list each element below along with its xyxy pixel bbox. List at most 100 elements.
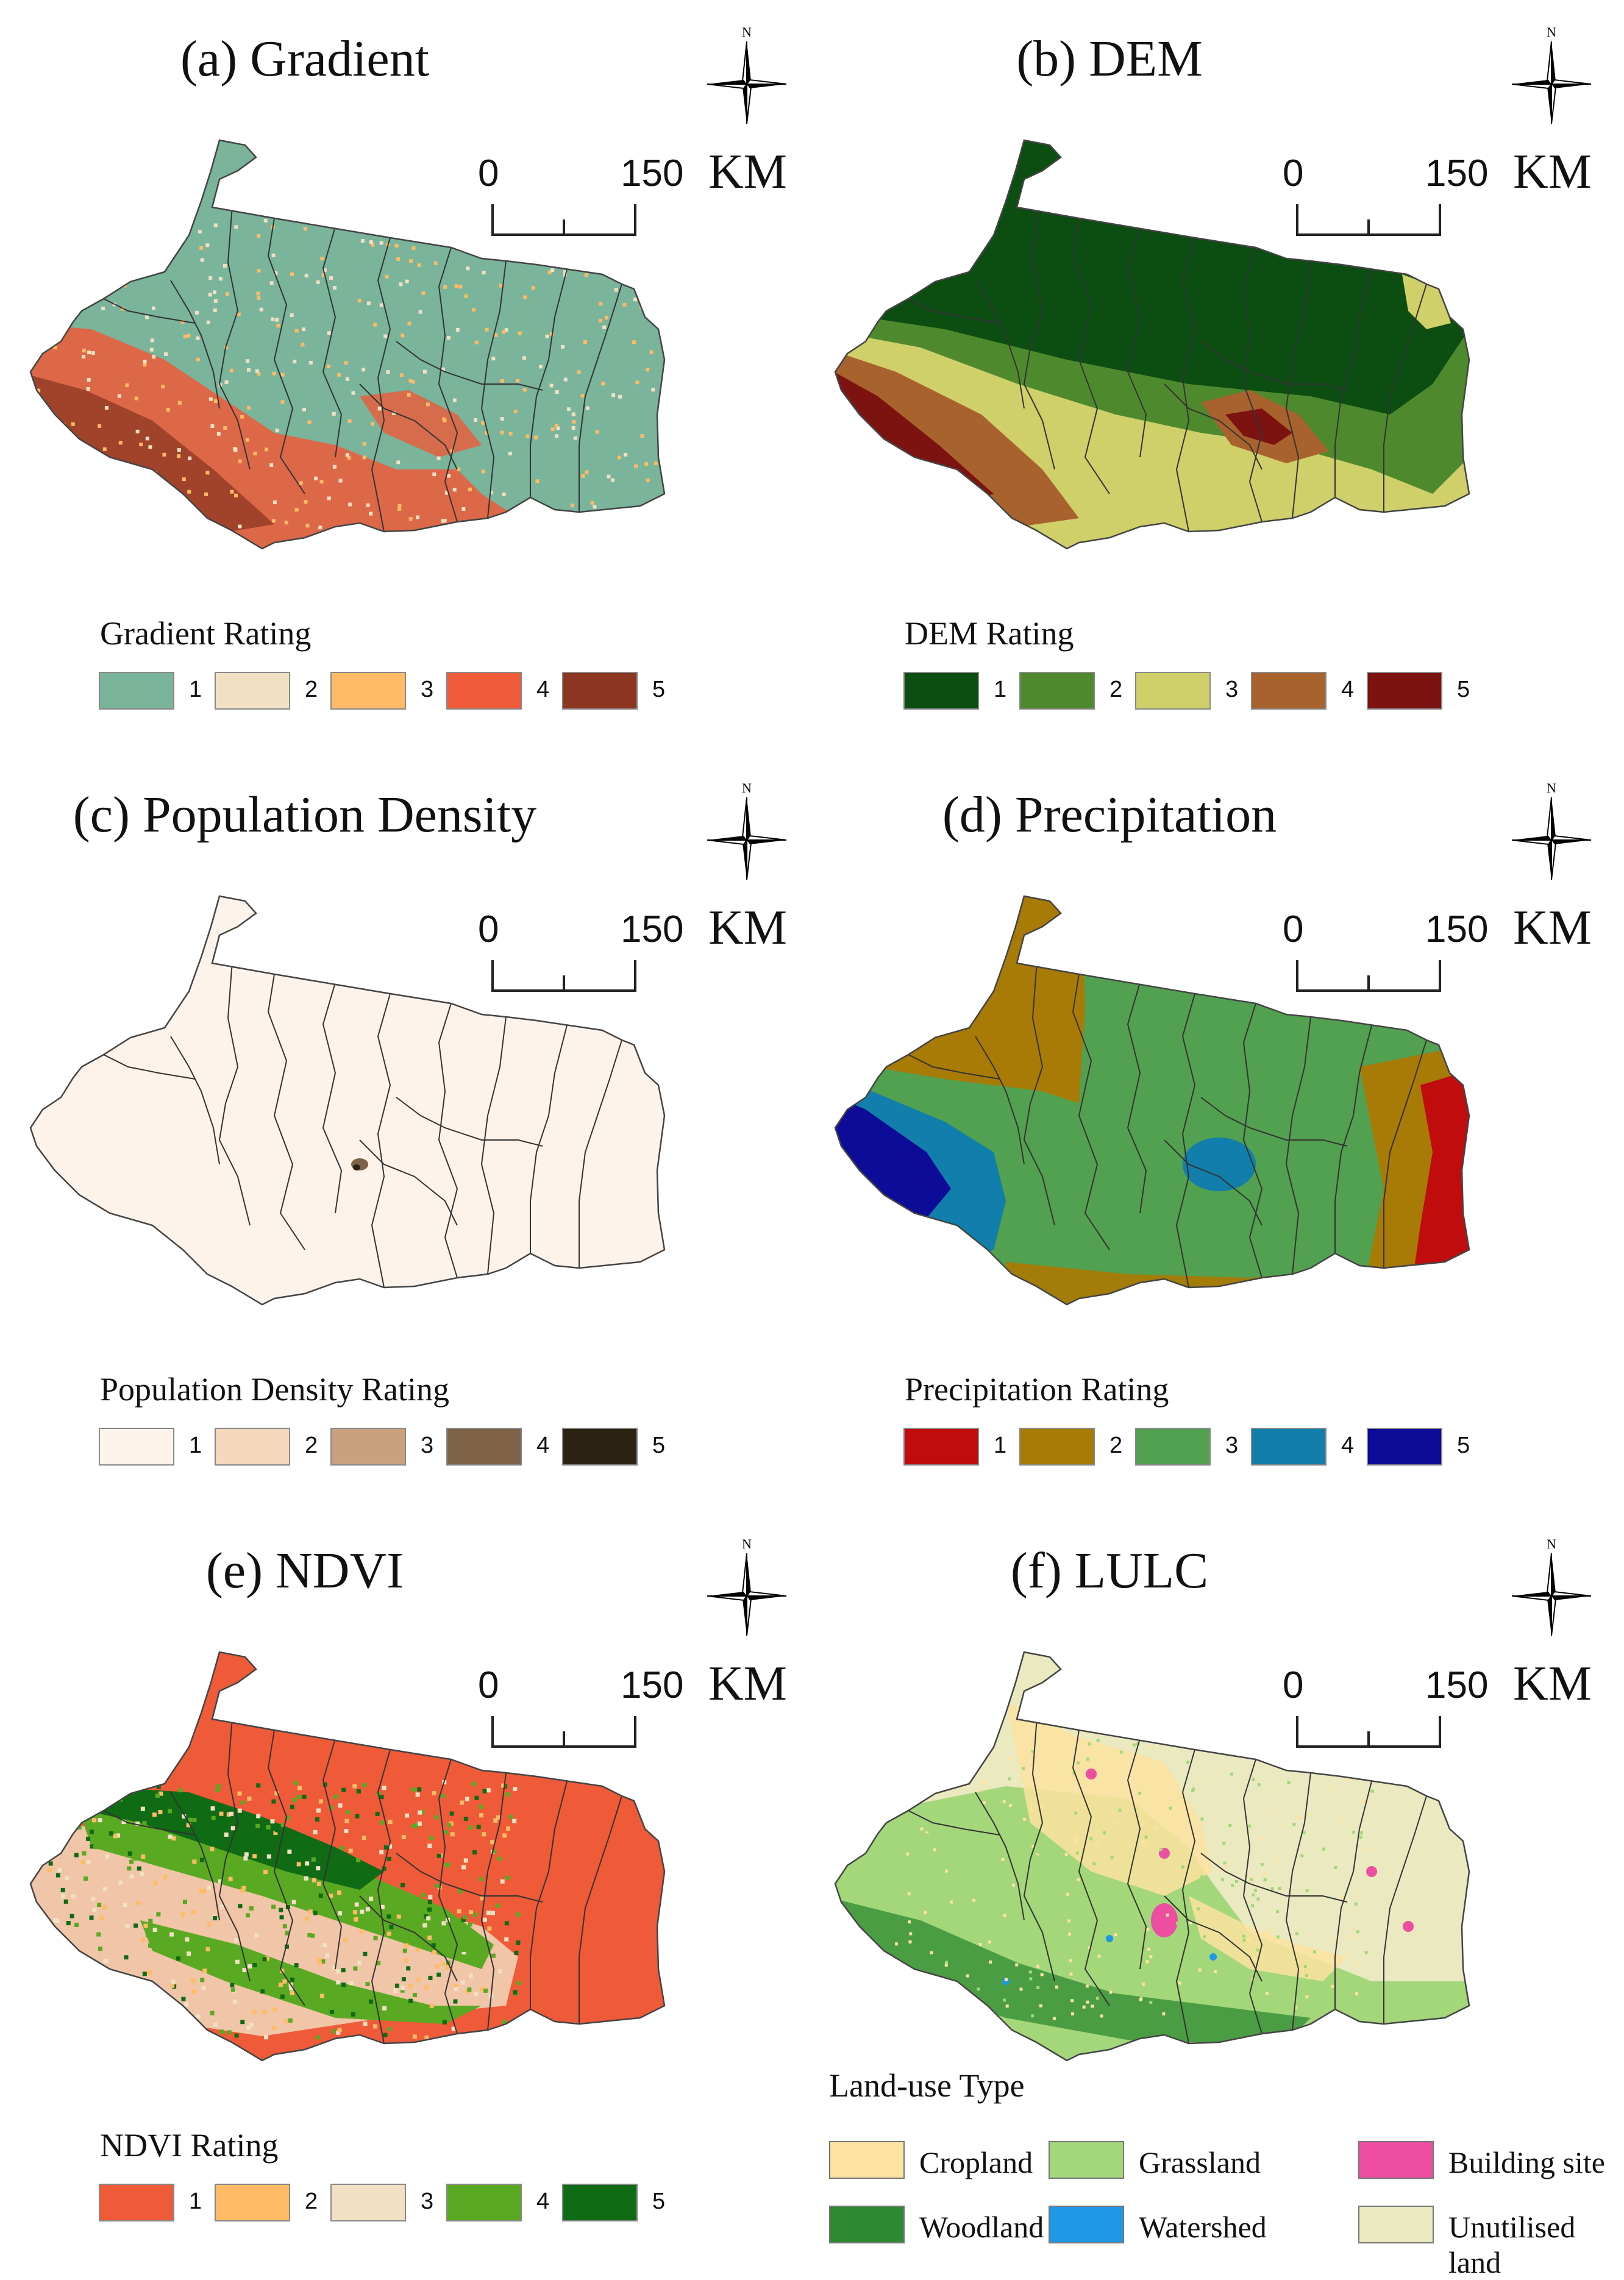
slope-pixel	[166, 529, 171, 533]
ndvi-pixel	[103, 1987, 108, 1992]
ndvi-pixel	[338, 1803, 343, 1808]
landuse-pixel	[1153, 1826, 1157, 1830]
ndvi-pixel	[96, 1790, 101, 1795]
ndvi-pixel	[265, 1956, 269, 1961]
ndvi-pixel	[156, 1784, 161, 1789]
slope-pixel	[500, 430, 504, 435]
slope-pixel	[642, 251, 646, 255]
landuse-pixel	[1355, 2014, 1359, 2017]
slope-pixel	[649, 350, 654, 354]
landuse-pixel	[1103, 1831, 1106, 1835]
slope-pixel	[269, 281, 274, 285]
slope-pixel	[485, 430, 489, 435]
legend-swatch	[330, 672, 406, 710]
landuse-pixel	[963, 1816, 967, 1820]
landuse-pixel	[1088, 1742, 1091, 1746]
district-boundary	[396, 341, 543, 391]
landuse-pixel	[1114, 1933, 1117, 1937]
ndvi-pixel	[57, 1867, 62, 1872]
ndvi-pixel	[346, 1878, 351, 1883]
ndvi-pixel	[119, 1784, 124, 1789]
ndvi-pixel	[90, 1844, 94, 1849]
ndvi-pixel	[240, 1889, 245, 1893]
scale-end: 150	[621, 908, 684, 950]
ndvi-pixel	[312, 1878, 316, 1883]
landuse-pixel	[1029, 1977, 1033, 1981]
landuse-pixel	[981, 1826, 985, 1830]
slope-pixel	[272, 500, 277, 504]
ndvi-pixel	[441, 1961, 446, 1966]
ndvi-pixel	[513, 1787, 518, 1792]
landuse-pixel	[1248, 1824, 1252, 1828]
landuse-pixel	[1242, 1739, 1245, 1742]
slope-pixel	[452, 488, 457, 492]
slope-pixel	[30, 283, 34, 288]
district-boundary	[1127, 226, 1147, 458]
ndvi-pixel	[61, 1893, 66, 1898]
ndvi-pixel	[169, 1932, 174, 1937]
ndvi-pixel	[155, 1847, 160, 1852]
landuse-pixel	[889, 1812, 893, 1815]
ndvi-pixel	[310, 1933, 315, 1938]
district-boundary	[1164, 1895, 1263, 1982]
landuse-pixel	[1359, 1831, 1363, 1835]
ndvi-pixel	[355, 1814, 360, 1819]
ndvi-pixel	[171, 1979, 176, 1984]
ndvi-pixel	[497, 1856, 502, 1861]
ndvi-pixel	[99, 1915, 104, 1920]
ndvi-pixel	[401, 1977, 406, 1982]
ndvi-pixel	[463, 1915, 468, 1920]
landuse-pixel	[1072, 1772, 1076, 1775]
slope-pixel	[148, 445, 152, 449]
ndvi-pixel	[247, 1796, 252, 1801]
district-boundary	[322, 226, 343, 458]
landuse-pixel	[1071, 2012, 1075, 2015]
slope-pixel	[379, 303, 383, 307]
ndvi-pixel	[140, 1806, 145, 1811]
ndvi-pixel	[450, 1832, 455, 1837]
slope-pixel	[280, 400, 285, 404]
ndvi-pixel	[60, 1828, 65, 1833]
ndvi-pixel	[357, 1960, 362, 1965]
ndvi-pixel	[516, 1940, 521, 1945]
slope-pixel	[485, 327, 489, 332]
landuse-pixel	[1067, 1933, 1071, 1936]
district-boundary	[103, 1810, 196, 1836]
ndvi-pixel	[66, 1921, 71, 1926]
district-boundary	[438, 1759, 458, 2034]
slope-pixel	[379, 241, 383, 245]
slope-pixel	[307, 420, 312, 424]
district-boundary	[371, 993, 391, 1288]
panel-title: (f) LULC	[1010, 1542, 1209, 1599]
ndvi-pixel	[234, 2033, 239, 2038]
slope-pixel	[392, 411, 396, 415]
panel-population-density: (c) Population Density N 0 150 KM Popula…	[0, 756, 805, 1508]
slope-pixel	[601, 382, 605, 386]
slope-pixel	[103, 251, 107, 255]
district-boundary	[1242, 247, 1263, 522]
ndvi-pixel	[148, 1943, 152, 1948]
ndvi-pixel	[389, 1925, 394, 1929]
ndvi-pixel	[458, 1889, 463, 1893]
ndvi-pixel	[461, 1954, 466, 1959]
building-site	[1403, 1921, 1414, 1932]
slope-pixel	[461, 507, 466, 511]
ndvi-pixel	[313, 1829, 318, 1834]
slope-pixel	[218, 277, 223, 281]
slope-pixel	[446, 336, 451, 340]
slope-pixel	[141, 498, 145, 502]
ndvi-pixel	[63, 1899, 68, 1904]
district-boundary	[322, 982, 343, 1214]
landuse-pixel	[1269, 1750, 1273, 1754]
slope-pixel	[508, 452, 512, 456]
ndvi-pixel	[52, 1801, 57, 1806]
slope-pixel	[40, 330, 45, 334]
ndvi-pixel	[266, 1854, 271, 1859]
scale-start: 0	[1283, 908, 1304, 950]
ndvi-pixel	[115, 1833, 120, 1838]
slope-pixel	[257, 372, 261, 376]
slope-pixel	[573, 436, 577, 440]
slope-pixel	[418, 310, 422, 314]
ndvi-pixel	[426, 1916, 431, 1921]
ndvi-pixel	[401, 1835, 406, 1840]
